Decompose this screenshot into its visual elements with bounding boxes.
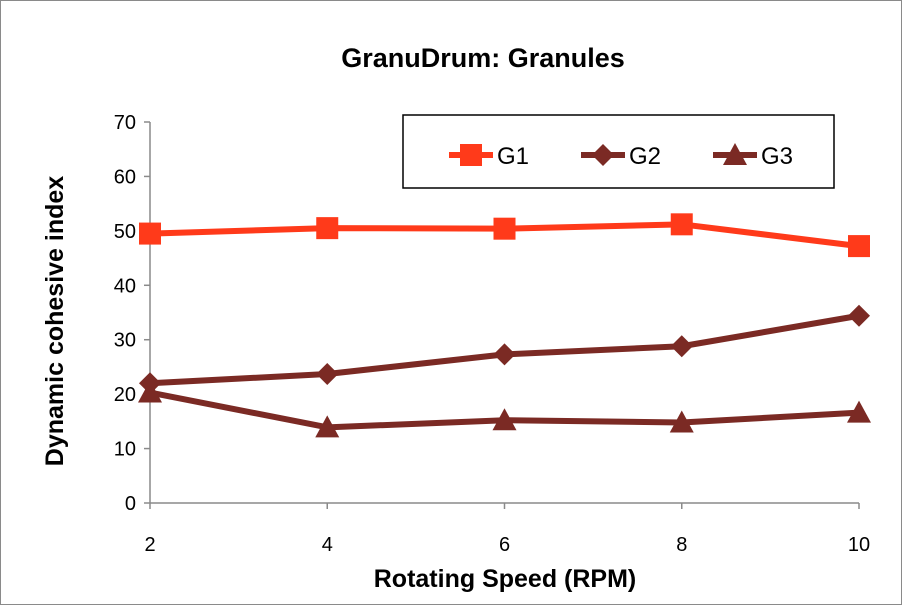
- x-axis-label: Rotating Speed (RPM): [374, 565, 637, 593]
- data-point-G2: [316, 363, 339, 386]
- legend-label: G3: [761, 143, 793, 170]
- y-tick-label: 60: [114, 166, 136, 188]
- data-point-G2: [670, 335, 693, 358]
- y-tick-label: 50: [114, 221, 136, 243]
- legend-item-G2: G2: [581, 143, 661, 170]
- data-point-G2: [493, 343, 516, 366]
- data-point-G1: [670, 213, 693, 236]
- y-tick-label: 70: [114, 112, 136, 134]
- legend-item-G3: G3: [713, 143, 793, 170]
- data-point-G3: [315, 415, 340, 438]
- series-G3: [138, 380, 871, 438]
- legend-swatch-marker: [460, 144, 482, 166]
- x-tick-label: 2: [144, 534, 155, 556]
- x-tick-label: 6: [499, 534, 510, 556]
- y-tick-label: 10: [114, 439, 136, 461]
- plot-area: [138, 213, 871, 438]
- legend-swatch-marker: [592, 144, 614, 166]
- legend: G1 G2 G3: [402, 114, 835, 189]
- data-point-G3: [138, 380, 162, 403]
- data-point-G1: [139, 222, 161, 245]
- y-axis-label: Dynamic cohesive index: [41, 176, 69, 467]
- data-point-G1: [316, 217, 339, 240]
- data-point-G3: [492, 408, 517, 431]
- chart-title: GranuDrum: Granules: [341, 43, 625, 73]
- y-tick-label: 40: [114, 275, 136, 297]
- y-tick-label: 20: [114, 384, 136, 406]
- data-point-G3: [847, 400, 871, 423]
- x-tick-label: 8: [676, 534, 687, 556]
- legend-label: G2: [629, 143, 661, 170]
- series-G2: [139, 304, 870, 395]
- data-point-G1: [493, 217, 516, 240]
- series-G1: [139, 213, 870, 258]
- legend-swatch-marker: [723, 143, 747, 165]
- x-tick-label: 4: [322, 534, 333, 556]
- y-tick-label: 0: [125, 493, 136, 515]
- axes: 0 10 20 30 40 50 60 70 2 4 6 8 10: [114, 112, 870, 556]
- x-tick-label: 10: [848, 534, 870, 556]
- data-point-G1: [848, 235, 870, 258]
- legend-item-G1: G1: [449, 143, 529, 170]
- y-tick-label: 30: [114, 330, 136, 352]
- data-point-G2: [848, 304, 870, 327]
- legend-label: G1: [497, 143, 529, 170]
- data-point-G3: [669, 410, 694, 433]
